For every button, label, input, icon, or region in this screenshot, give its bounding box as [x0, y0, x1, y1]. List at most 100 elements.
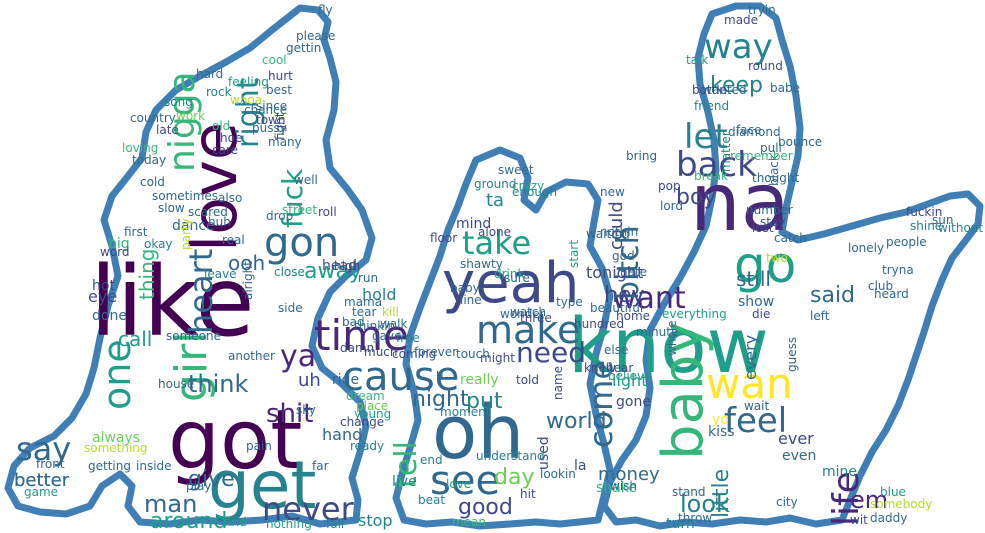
cloud-word: cause — [342, 354, 459, 400]
cloud-word: better — [14, 470, 70, 491]
cloud-word: slow — [158, 201, 185, 215]
cloud-word: thought — [752, 171, 799, 185]
cloud-word: old — [212, 119, 230, 133]
cloud-word: break — [694, 169, 728, 183]
cloud-word: town — [256, 113, 285, 127]
cloud-word: friend — [694, 99, 729, 113]
cloud-word: want — [612, 281, 686, 316]
cloud-word: face — [736, 123, 762, 137]
cloud-word: end — [420, 453, 443, 467]
cloud-word: put — [466, 389, 503, 414]
cloud-word: close — [274, 265, 305, 279]
cloud-word: ground — [474, 177, 516, 191]
cloud-word: side — [278, 301, 303, 315]
cloud-word: tonight — [586, 263, 643, 282]
cloud-word: forever — [414, 345, 457, 359]
cloud-word: gave — [372, 329, 401, 343]
cloud-word: head — [322, 258, 357, 274]
cloud-word: ever — [778, 429, 814, 448]
cloud-word: made — [724, 13, 758, 27]
cloud-word: talk — [686, 53, 708, 67]
cloud-word: watch — [510, 305, 546, 319]
cloud-word: em — [850, 486, 888, 514]
cloud-word: like — [90, 246, 255, 358]
cloud-word: wit — [850, 513, 868, 527]
cloud-word: got — [168, 393, 302, 488]
cloud-word: nothin — [600, 225, 638, 239]
cloud-word: gettin — [286, 41, 321, 55]
cloud-word: pussy — [252, 121, 287, 135]
cloud-word: hundred — [574, 317, 624, 331]
cloud-word: think — [188, 370, 249, 398]
cloud-word: give — [188, 467, 235, 492]
cloud-word: stay — [760, 215, 785, 229]
cloud-word: whoa — [230, 93, 262, 107]
cloud-word: make — [476, 308, 580, 352]
cloud-word: world — [546, 409, 607, 434]
cloud-word: bottle — [692, 83, 727, 97]
cloud-word: far — [312, 459, 329, 473]
cloud-word: la — [574, 458, 586, 474]
cloud-word: name — [551, 366, 565, 400]
cloud-word: way — [704, 27, 773, 67]
cloud-word: uh — [298, 370, 321, 391]
cloud-word: remember — [730, 149, 793, 163]
cloud-word: get — [208, 447, 316, 524]
cloud-word: whole — [665, 321, 679, 356]
cloud-word: shine — [910, 219, 942, 233]
cloud-word: kill — [382, 305, 399, 319]
cloud-word: bad — [342, 315, 365, 329]
cloud-word: tryin — [748, 3, 776, 17]
cloud-word: thinkin — [354, 319, 395, 333]
cloud-word: sweet — [498, 163, 534, 177]
cloud-word: also — [218, 191, 242, 205]
cloud-word: enough — [512, 185, 557, 199]
cloud-word: beat — [418, 493, 445, 507]
cloud-word: sun — [932, 213, 953, 227]
cloud-word: lost — [752, 221, 774, 235]
left-dancer-silhouette — [4, 4, 376, 528]
cloud-word: round — [748, 59, 783, 73]
cloud-word: cool — [262, 53, 287, 67]
cloud-word: first — [124, 225, 148, 239]
cloud-word: thing — [135, 249, 159, 300]
cloud-word: love — [446, 477, 471, 491]
cloud-word: scared — [188, 205, 228, 219]
cloud-word: play — [186, 479, 211, 493]
words-layer: like knowgotnaohgetloveyeahbabywangocause… — [14, 3, 983, 533]
cloud-word: hey — [604, 283, 645, 308]
cloud-word: done — [92, 308, 127, 324]
cloud-word: hear — [606, 361, 633, 375]
cloud-word: today — [132, 153, 166, 167]
cloud-word: fly — [318, 3, 333, 17]
cloud-word: place — [356, 399, 388, 413]
cloud-word: sky — [296, 403, 316, 417]
cloud-word: real — [222, 233, 245, 247]
cloud-word: come — [582, 360, 620, 448]
cloud-word: someone — [166, 329, 221, 343]
cloud-word: say — [16, 430, 71, 468]
cloud-word: floor — [430, 231, 457, 245]
cloud-word: tell — [389, 441, 424, 488]
cloud-word: hot — [92, 278, 115, 294]
cloud-word: find — [224, 515, 247, 529]
cloud-word: yo — [712, 412, 729, 428]
cloud-word: inside — [136, 459, 172, 473]
cloud-word: life — [826, 471, 867, 526]
cloud-word: getting — [88, 459, 131, 473]
cloud-word: feeling — [228, 75, 269, 89]
cloud-word: hoe — [220, 131, 242, 145]
cloud-word: understand — [476, 449, 545, 463]
cloud-word: line — [460, 293, 482, 307]
cloud-word: street — [282, 203, 317, 217]
cloud-word: fuck — [276, 168, 309, 228]
dancers-silhouette-outline — [4, 2, 984, 530]
cloud-word: might — [480, 351, 515, 365]
cloud-word: drink — [494, 267, 524, 281]
cloud-word: matter — [719, 131, 733, 172]
cloud-word: wanted — [702, 83, 746, 97]
cloud-word: wonder — [500, 307, 545, 321]
cloud-word: feel — [724, 401, 787, 441]
